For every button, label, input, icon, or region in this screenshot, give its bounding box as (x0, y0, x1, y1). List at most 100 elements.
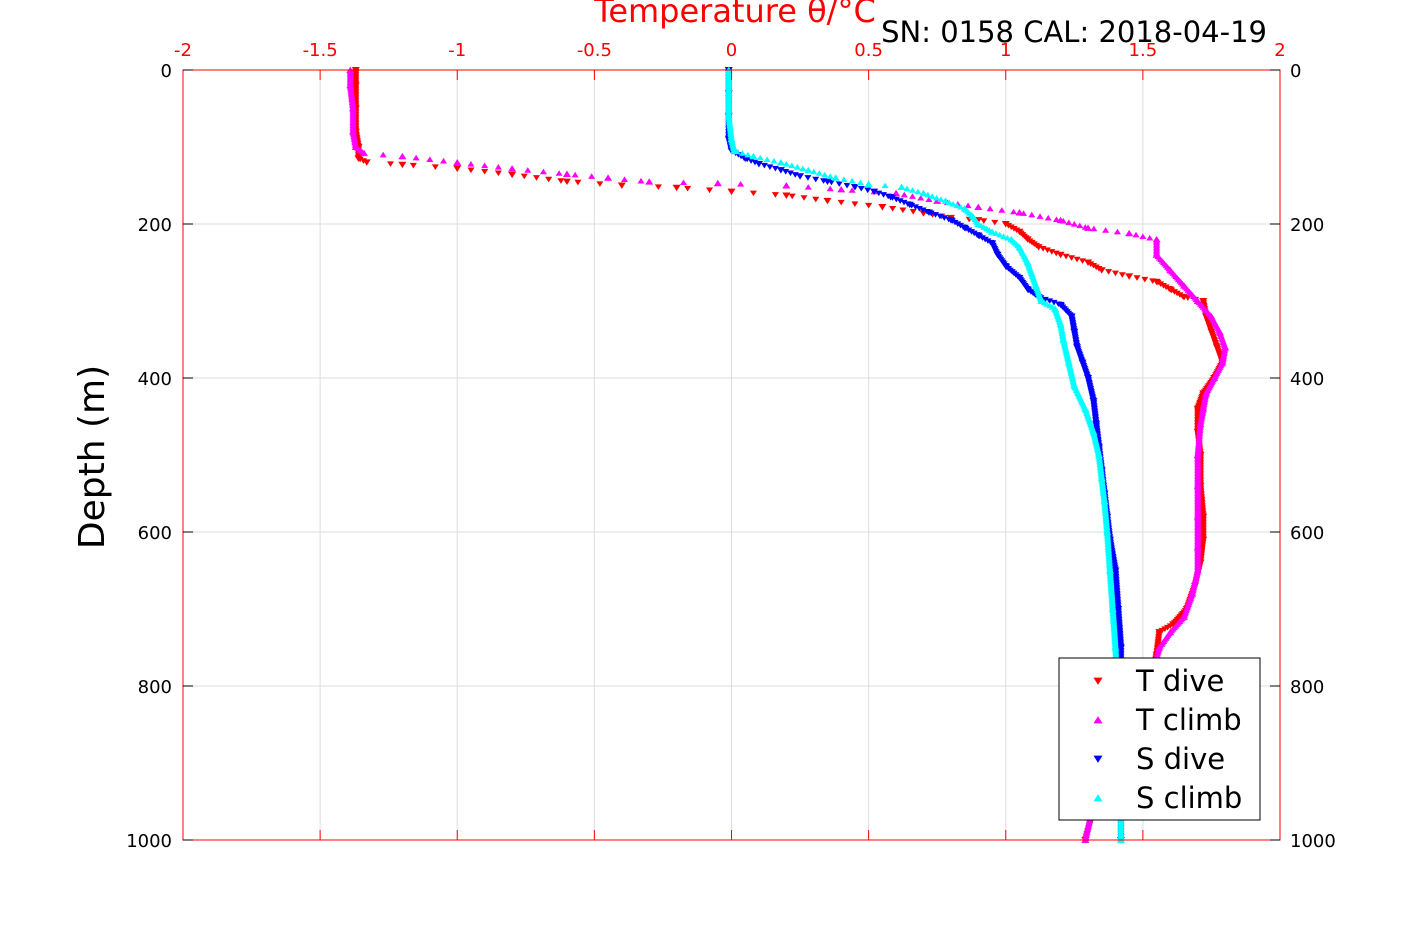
data-point (812, 176, 820, 183)
data-point (733, 148, 741, 155)
legend: T dive T climb S dive S climb (1058, 657, 1261, 821)
data-point (562, 170, 571, 177)
data-point (1052, 216, 1060, 223)
data-point (1149, 278, 1157, 284)
data-point (574, 179, 582, 186)
data-point (827, 179, 835, 186)
data-point (1162, 284, 1170, 291)
data-point (453, 165, 461, 172)
data-point (1111, 270, 1119, 277)
data-point (771, 192, 779, 198)
data-point (786, 170, 794, 177)
data-point (1159, 282, 1167, 289)
data-point (856, 179, 864, 186)
data-point (800, 195, 808, 201)
data-point (933, 194, 941, 201)
data-point (914, 188, 922, 195)
data-point (904, 201, 912, 207)
data-point (899, 207, 907, 214)
data-point (751, 159, 759, 166)
data-point (1054, 301, 1062, 308)
data-point (815, 170, 823, 176)
data-point (970, 230, 978, 237)
data-point (737, 180, 745, 187)
data-point (1020, 210, 1028, 216)
data-point (896, 198, 904, 204)
data-point (812, 196, 820, 203)
data-point (539, 168, 547, 175)
data-point (851, 201, 859, 207)
data-point (1132, 231, 1140, 238)
data-point (1084, 259, 1092, 266)
data-point (1013, 227, 1021, 234)
data-point (870, 189, 878, 195)
data-point (771, 165, 779, 172)
data-point (820, 178, 828, 184)
data-point (596, 181, 604, 187)
data-point (980, 218, 988, 224)
data-point (903, 185, 911, 192)
data-point (835, 181, 843, 187)
data-point (1102, 227, 1110, 233)
data-point (763, 156, 771, 162)
data-point (1059, 217, 1067, 224)
data-point (889, 205, 897, 212)
data-point (440, 157, 448, 164)
data-point (848, 187, 856, 193)
data-point (1050, 299, 1058, 306)
y-tick-label-right: 800 (1290, 677, 1324, 698)
data-point (837, 185, 846, 193)
data-point (1070, 221, 1078, 227)
data-point (912, 204, 920, 211)
chart-subtitle: SN: 0158 CAL: 2018-04-19 (881, 15, 1267, 49)
x-tick-label: -1.5 (303, 40, 338, 61)
data-point (1035, 244, 1043, 251)
legend-label: S dive (1136, 742, 1225, 776)
data-point (919, 190, 927, 196)
data-point (1048, 249, 1056, 255)
y-tick-labels-left: 0 200 400 600 800 1000 (126, 61, 172, 852)
data-point (974, 204, 982, 210)
data-point (919, 210, 927, 217)
data-point (1003, 234, 1011, 241)
data-point (821, 171, 829, 178)
data-point (888, 195, 896, 201)
data-point (857, 185, 865, 192)
data-point (957, 204, 965, 210)
data-point (826, 185, 834, 192)
data-point (991, 219, 999, 226)
data-point (992, 230, 1000, 236)
axis-ticks (182, 69, 1281, 841)
data-point (571, 171, 579, 178)
data-point (1133, 275, 1141, 281)
data-point (360, 150, 368, 156)
data-point (1154, 279, 1162, 286)
data-point (1173, 290, 1181, 297)
data-point (1165, 286, 1173, 292)
data-point (356, 156, 364, 163)
data-point (1007, 224, 1015, 231)
x-tick-label: 0.5 (854, 40, 883, 61)
data-point (387, 161, 395, 167)
data-point (481, 162, 489, 169)
chart-title: Temperature θ/°C (593, 0, 876, 30)
data-point (788, 162, 796, 169)
data-point (1010, 225, 1018, 232)
data-point (782, 160, 790, 167)
data-point (508, 172, 516, 178)
data-point (967, 229, 975, 235)
data-point (793, 164, 801, 170)
data-point (837, 199, 845, 206)
x-tick-label: 1.5 (1129, 40, 1158, 61)
data-point (799, 165, 807, 172)
data-point (1028, 211, 1036, 218)
data-point (481, 169, 489, 175)
data-point (945, 199, 953, 206)
data-point (494, 170, 502, 177)
data-point (713, 179, 722, 187)
data-point (865, 180, 873, 187)
data-point (1036, 213, 1044, 219)
data-point (959, 224, 967, 231)
data-point (684, 185, 692, 192)
